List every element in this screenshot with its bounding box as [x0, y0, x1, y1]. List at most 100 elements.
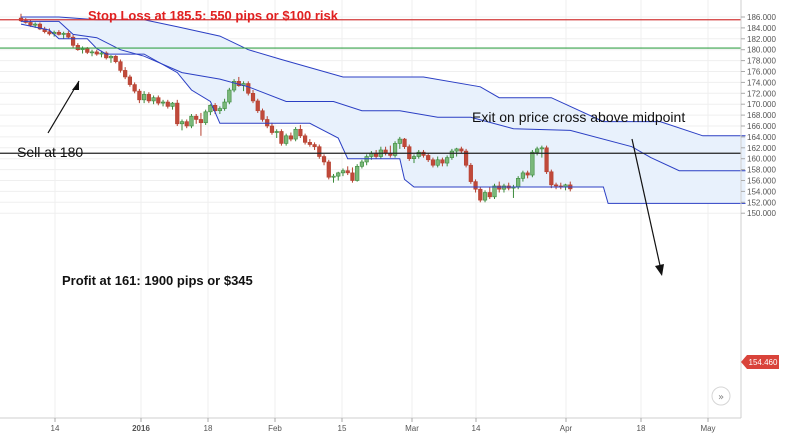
candle-body [459, 148, 464, 152]
candle-body [525, 172, 530, 176]
exit-arrow-head [655, 264, 664, 276]
candle-body [89, 51, 95, 54]
candle-body [132, 84, 137, 92]
axes [0, 0, 742, 419]
candle [520, 170, 526, 182]
candle-body [269, 125, 275, 133]
candle [127, 74, 133, 87]
candle-body [487, 192, 492, 198]
candle [156, 95, 161, 106]
candle-body [85, 48, 90, 53]
candle [326, 159, 331, 180]
candle-body [203, 111, 208, 124]
x-tick-label: 18 [637, 424, 646, 433]
candle [492, 183, 497, 200]
candle [255, 98, 260, 113]
candle-body [497, 185, 502, 190]
candle [549, 169, 554, 189]
candle [198, 112, 204, 136]
candle-body [539, 147, 544, 150]
candle [217, 106, 222, 115]
candle-body [118, 61, 123, 71]
candles [18, 13, 573, 203]
candle-body [108, 55, 114, 59]
y-tick-label: 164.000 [747, 133, 776, 142]
sell-arrow-head [72, 81, 79, 90]
candle [392, 141, 398, 158]
candle [288, 132, 293, 142]
candle-body [473, 181, 478, 190]
candle-body [535, 148, 540, 153]
candle [108, 55, 114, 63]
y-tick-label: 162.000 [747, 144, 776, 153]
candle-body [302, 135, 308, 143]
candle-body [208, 104, 213, 113]
candle [482, 190, 488, 203]
candle [411, 154, 417, 164]
candle-body [142, 94, 147, 101]
candle-body [113, 55, 118, 62]
x-tick-label: Feb [268, 424, 282, 433]
candle [284, 133, 289, 146]
profit-annotation: Profit at 161: 1900 pips or $345 [62, 273, 253, 288]
candle [525, 170, 530, 179]
y-tick-label: 160.000 [747, 155, 776, 164]
candle [151, 95, 156, 105]
candle [250, 90, 256, 104]
candle [454, 147, 459, 157]
price-tag: 154.460 [741, 355, 779, 369]
candle [340, 168, 346, 177]
candle [194, 114, 199, 124]
x-tick-label: 15 [338, 424, 347, 433]
candle-body [516, 178, 521, 188]
candle-body [279, 131, 284, 144]
candle [336, 171, 341, 181]
candle-body [482, 192, 488, 201]
candle [279, 129, 284, 146]
candle-body [70, 36, 76, 46]
candle [435, 156, 440, 168]
x-tick-label: May [700, 424, 715, 433]
candle-body [520, 172, 526, 179]
candle [89, 49, 95, 57]
candle-body [137, 90, 142, 101]
candle [478, 187, 483, 203]
x-tick-label: Apr [560, 424, 573, 433]
candle-body [416, 151, 421, 157]
candle [56, 30, 61, 36]
candle [175, 99, 180, 126]
candle [359, 159, 365, 169]
y-tick-label: 182.000 [747, 35, 776, 44]
candle [208, 104, 213, 116]
candle-body [321, 156, 327, 163]
candle [66, 31, 71, 39]
candle-body [260, 110, 265, 120]
candle-body [544, 147, 549, 173]
candle [142, 91, 147, 104]
candle [170, 102, 175, 110]
candle-body [293, 128, 298, 140]
candle-body [312, 144, 317, 148]
scroll-button-circle[interactable] [711, 386, 731, 406]
candle-body [175, 102, 180, 125]
current-price-label: 154.460 [749, 358, 778, 367]
candle-body [430, 159, 436, 166]
y-tick-label: 152.000 [747, 198, 776, 207]
scroll-button[interactable]: » [711, 386, 731, 406]
candle-body [160, 101, 166, 104]
y-tick-label: 174.000 [747, 78, 776, 87]
candle [61, 31, 66, 39]
double-chevron-right-icon[interactable]: » [718, 392, 724, 403]
x-tick-label: 14 [51, 424, 60, 433]
candle [137, 88, 142, 104]
candle [539, 145, 544, 158]
candle [459, 146, 464, 154]
sell-annotation: Sell at 180 [17, 144, 83, 160]
y-tick-label: 184.000 [747, 24, 776, 33]
y-tick-label: 154.000 [747, 187, 776, 196]
candle-body [298, 128, 303, 137]
candle [246, 81, 251, 96]
candle-body [336, 172, 341, 177]
candle [132, 82, 137, 94]
